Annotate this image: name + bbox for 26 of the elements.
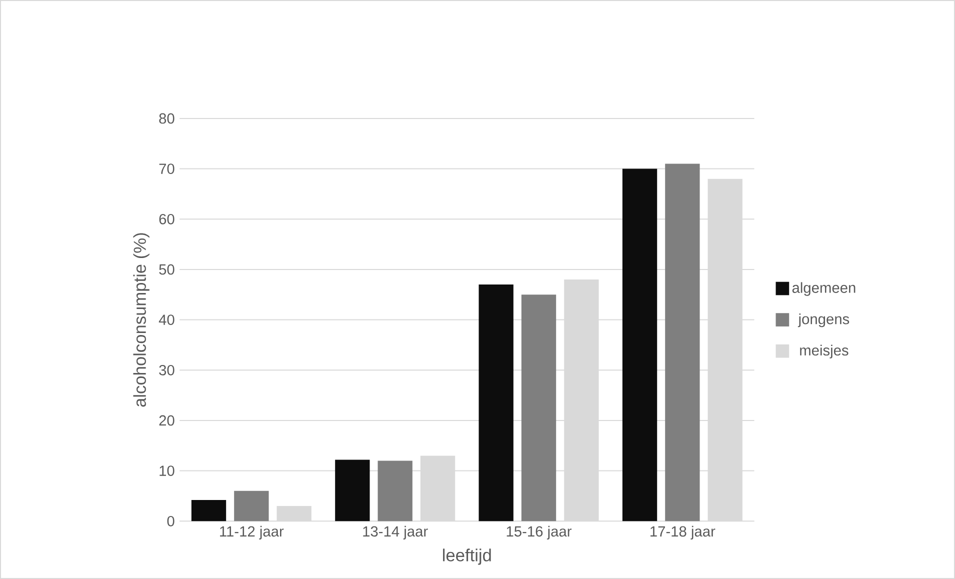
x-tick-label: 13-14 jaar xyxy=(363,526,428,540)
legend-label: meisjes xyxy=(800,344,848,358)
legend-label: algemeen xyxy=(792,282,856,296)
y-tick-label: 80 xyxy=(159,113,174,124)
bar xyxy=(191,500,226,522)
y-tick-label: 30 xyxy=(159,364,174,376)
bar xyxy=(335,460,370,522)
bar xyxy=(234,490,269,522)
y-tick-label: 60 xyxy=(159,214,174,224)
x-tick-label: 11-12 jaar xyxy=(220,526,284,540)
bar xyxy=(622,168,658,522)
y-tick-label: 20 xyxy=(159,415,174,426)
y-tick-label: 10 xyxy=(160,466,174,476)
y-tick-label: 0 xyxy=(167,516,174,526)
y-axis-title: alcoholconsumptie (%) xyxy=(133,233,150,407)
y-tick-label: 50 xyxy=(159,264,174,275)
y-tick-label: 40 xyxy=(158,314,174,325)
bar xyxy=(521,294,556,522)
bar xyxy=(665,164,700,522)
legend-label: jongens xyxy=(798,313,850,328)
x-axis-title: leeftijd xyxy=(443,548,491,565)
bar xyxy=(478,284,514,522)
bar xyxy=(378,460,412,522)
x-tick-label: 17-18 jaar xyxy=(650,526,716,540)
y-tick-label: 70 xyxy=(159,164,174,174)
x-tick-label: 15-16 jaar xyxy=(506,526,572,540)
